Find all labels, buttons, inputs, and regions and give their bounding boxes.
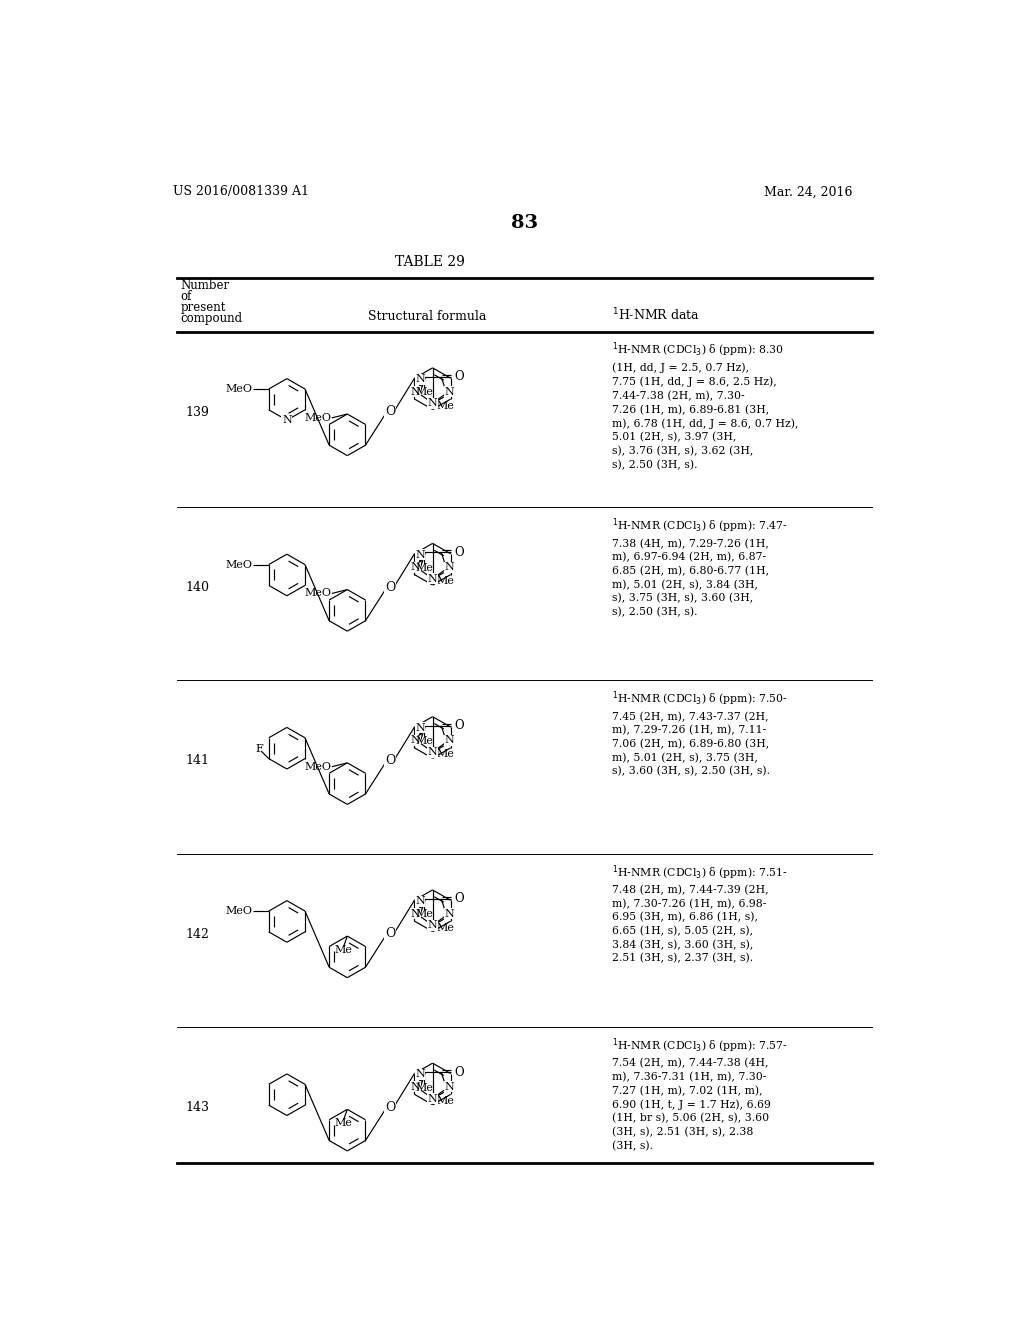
Text: Me: Me (335, 1118, 352, 1129)
Text: N: N (444, 735, 455, 746)
Text: $^{1}$H-NMR (CDCl$_3$) δ (ppm): 8.30
(1H, dd, J = 2.5, 0.7 Hz),
7.75 (1H, dd, J : $^{1}$H-NMR (CDCl$_3$) δ (ppm): 8.30 (1H… (612, 341, 799, 470)
Text: $^{1}$H-NMR data: $^{1}$H-NMR data (612, 306, 700, 323)
Text: present: present (180, 301, 226, 314)
Text: N: N (415, 374, 425, 384)
Text: $^{1}$H-NMR (CDCl$_3$) δ (ppm): 7.57-
7.54 (2H, m), 7.44-7.38 (4H,
m), 7.36-7.31: $^{1}$H-NMR (CDCl$_3$) δ (ppm): 7.57- 7.… (612, 1036, 788, 1151)
Text: O: O (385, 754, 395, 767)
Text: of: of (180, 290, 193, 304)
Text: N: N (415, 1069, 425, 1080)
Text: TABLE 29: TABLE 29 (395, 255, 465, 269)
Text: Me: Me (436, 923, 455, 933)
Text: Structural formula: Structural formula (369, 310, 486, 323)
Text: N: N (444, 1082, 455, 1092)
Text: N: N (411, 735, 420, 746)
Text: F: F (256, 743, 263, 754)
Text: MeO: MeO (304, 762, 331, 772)
Text: 83: 83 (511, 214, 539, 232)
Text: $^{1}$H-NMR (CDCl$_3$) δ (ppm): 7.51-
7.48 (2H, m), 7.44-7.39 (2H,
m), 7.30-7.26: $^{1}$H-NMR (CDCl$_3$) δ (ppm): 7.51- 7.… (612, 863, 788, 964)
Text: O: O (455, 371, 464, 383)
Text: O: O (455, 546, 464, 558)
Text: Me: Me (415, 1082, 433, 1093)
Text: 139: 139 (185, 405, 210, 418)
Text: N: N (282, 416, 292, 425)
Text: N: N (428, 399, 437, 408)
Text: O: O (455, 1065, 464, 1078)
Text: N: N (415, 549, 425, 560)
Text: O: O (455, 892, 464, 906)
Text: 141: 141 (185, 755, 210, 767)
Text: $^{1}$H-NMR (CDCl$_3$) δ (ppm): 7.47-
7.38 (4H, m), 7.29-7.26 (1H,
m), 6.97-6.94: $^{1}$H-NMR (CDCl$_3$) δ (ppm): 7.47- 7.… (612, 516, 788, 618)
Text: Me: Me (415, 387, 433, 397)
Text: N: N (444, 387, 455, 396)
Text: N: N (444, 562, 455, 572)
Text: Me: Me (436, 400, 455, 411)
Text: N: N (428, 747, 437, 758)
Text: N: N (444, 908, 455, 919)
Text: $^{1}$H-NMR (CDCl$_3$) δ (ppm): 7.50-
7.45 (2H, m), 7.43-7.37 (2H,
m), 7.29-7.26: $^{1}$H-NMR (CDCl$_3$) δ (ppm): 7.50- 7.… (612, 689, 788, 776)
Text: MeO: MeO (225, 560, 253, 569)
Text: Me: Me (436, 750, 455, 759)
Text: O: O (385, 927, 395, 940)
Text: O: O (455, 719, 464, 733)
Text: N: N (411, 387, 420, 396)
Text: compound: compound (180, 312, 243, 325)
Text: 140: 140 (185, 581, 210, 594)
Text: MeO: MeO (225, 906, 253, 916)
Text: Me: Me (335, 945, 352, 954)
Text: Me: Me (415, 562, 433, 573)
Text: N: N (411, 1082, 420, 1092)
Text: N: N (411, 908, 420, 919)
Text: Me: Me (415, 909, 433, 919)
Text: 143: 143 (185, 1101, 210, 1114)
Text: O: O (385, 1101, 395, 1114)
Text: Number: Number (180, 280, 229, 292)
Text: N: N (415, 896, 425, 906)
Text: N: N (428, 920, 437, 931)
Text: MeO: MeO (304, 589, 331, 598)
Text: US 2016/0081339 A1: US 2016/0081339 A1 (173, 185, 309, 198)
Text: 142: 142 (185, 928, 210, 941)
Text: Me: Me (436, 576, 455, 586)
Text: N: N (428, 574, 437, 583)
Text: Me: Me (436, 1096, 455, 1106)
Text: N: N (411, 562, 420, 572)
Text: N: N (415, 723, 425, 733)
Text: Mar. 24, 2016: Mar. 24, 2016 (764, 185, 852, 198)
Text: MeO: MeO (225, 384, 253, 393)
Text: Me: Me (415, 737, 433, 746)
Text: N: N (428, 1093, 437, 1104)
Text: O: O (385, 405, 395, 418)
Text: O: O (385, 581, 395, 594)
Text: MeO: MeO (304, 413, 331, 422)
